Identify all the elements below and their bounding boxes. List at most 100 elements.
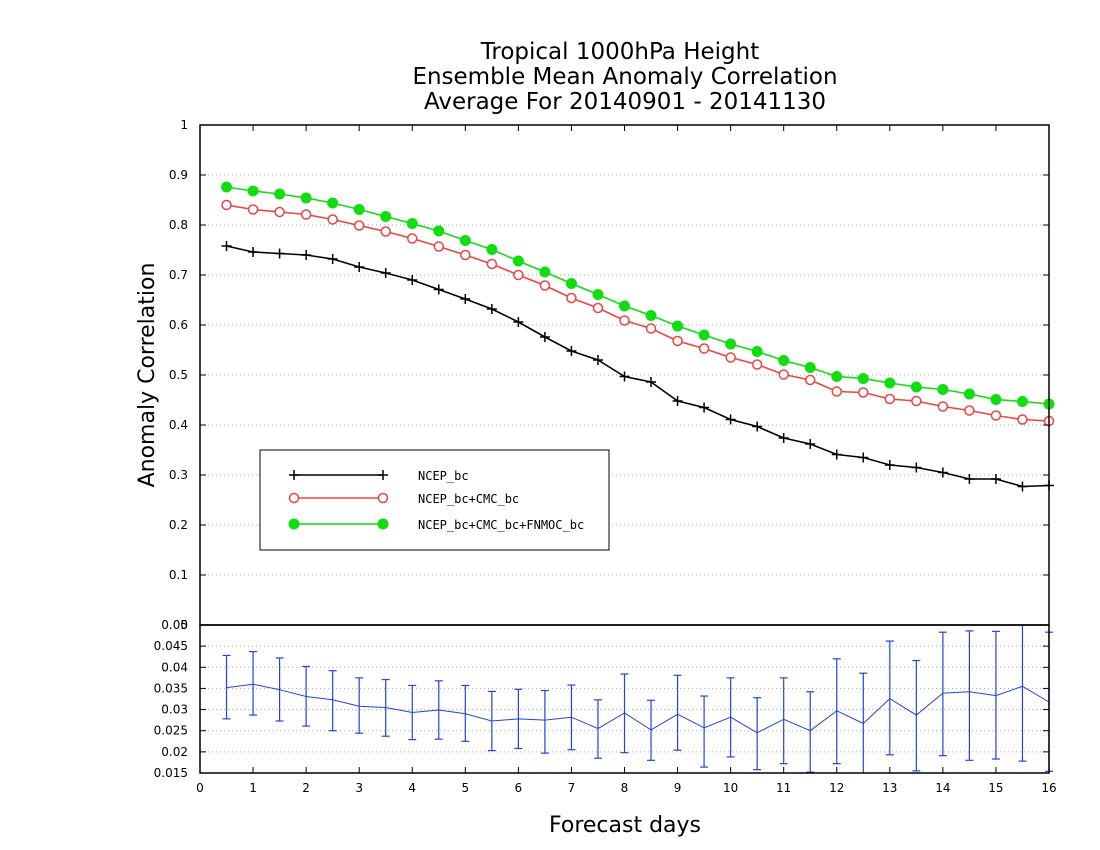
x-tick-label: 5 [461,781,469,795]
data-point [805,439,816,449]
data-point [752,421,763,432]
bottom-y-tick-label: 0.045 [154,639,188,653]
data-point [911,395,922,407]
x-tick-label: 9 [674,781,682,795]
data-point [619,300,630,312]
error-bar [487,690,496,752]
error-bar [647,699,656,761]
data-point [645,310,657,321]
data-point [884,393,896,405]
series-line [226,186,1050,405]
legend-label-ncep: NCEP_bc [418,469,469,483]
error-bar [726,677,735,758]
data-point [433,241,445,252]
error-bar [673,674,682,751]
data-point [566,292,577,304]
data-point [377,518,389,530]
data-point [221,199,232,211]
x-axis-ticks: 0 1 2 3 4 5 6 7 8 9 10 11 12 13 14 15 16 [196,125,1057,795]
data-point [804,362,816,373]
x-tick-label: 11 [776,781,791,795]
data-point [460,249,471,261]
error-bar [938,631,947,757]
data-point [300,192,312,204]
data-point [725,414,736,425]
bottom-y-tick-label: 0.03 [161,703,188,717]
data-point [725,338,737,350]
data-point [592,302,604,314]
legend-box [259,449,610,551]
data-point [433,225,445,237]
top-y-tick-label: 0.1 [169,568,188,582]
legend-label-ncep-cmc: NCEP_bc+CMC_bc [418,492,519,506]
data-point [672,335,683,347]
data-point [725,352,736,363]
data-point [247,185,259,197]
data-point [592,355,603,365]
data-point [566,346,577,356]
bottom-y-tick-label: 0.025 [154,724,188,738]
data-point [619,315,630,326]
x-tick-label: 3 [355,781,363,795]
error-bar [461,684,470,742]
chart-title: Tropical 1000hPa Height Ensemble Mean An… [412,39,837,115]
data-point [963,388,975,400]
top-panel-y-ticks: 0 0.1 0.2 0.3 0.4 0.5 0.6 0.7 0.8 0.9 1 [169,118,1049,632]
data-point [460,294,471,304]
data-point [751,346,763,357]
bottom-y-tick-label: 0.02 [161,745,188,759]
data-point [778,369,789,380]
data-point [380,226,391,237]
bottom-y-tick-label: 0.05 [161,618,188,632]
legend-label-ncep-cmc-fnmoc: NCEP_bc+CMC_bc+FNMOC_bc [418,518,584,532]
data-point [937,401,949,412]
data-point [247,204,259,215]
error-bar [806,691,815,773]
data-point [221,241,232,251]
data-point [289,470,299,480]
x-axis-title: Forecast days [549,813,701,838]
error-bar [700,695,709,768]
x-tick-label: 2 [302,781,310,795]
error-bar [514,688,523,750]
data-point [964,405,975,416]
data-point [698,343,710,354]
data-point [378,470,388,480]
top-y-tick-label: 0.2 [169,518,188,532]
title-line-2: Ensemble Mean Anomaly Correlation [412,64,837,90]
data-point [288,492,300,504]
data-point [407,275,418,285]
data-point [353,204,365,215]
data-point [486,304,497,314]
data-point [858,452,869,463]
top-y-tick-label: 0.4 [169,418,188,432]
data-point [698,329,710,341]
top-y-tick-label: 0.7 [169,268,188,282]
data-point [857,373,869,384]
error-bar [434,680,443,740]
data-point [353,220,365,231]
series-1 [221,199,1055,427]
data-point [1017,481,1028,492]
data-point [884,377,896,389]
data-point [964,474,975,484]
data-point [937,384,949,395]
error-bar [593,699,602,759]
error-bar [991,630,1000,760]
data-point [778,433,789,443]
top-y-tick-label: 0.8 [169,218,188,232]
error-bar [355,677,364,734]
data-point [778,355,790,366]
error-bar [222,654,231,720]
data-point [327,214,338,225]
top-y-tick-label: 0.9 [169,168,188,182]
top-y-tick-label: 0.5 [169,368,188,382]
data-point [804,374,816,386]
data-point [1016,396,1028,407]
legend-sample-2 [288,518,389,530]
data-point [513,317,524,327]
top-panel-series [221,181,1055,492]
data-point [380,268,391,278]
series-2 [221,181,1055,410]
